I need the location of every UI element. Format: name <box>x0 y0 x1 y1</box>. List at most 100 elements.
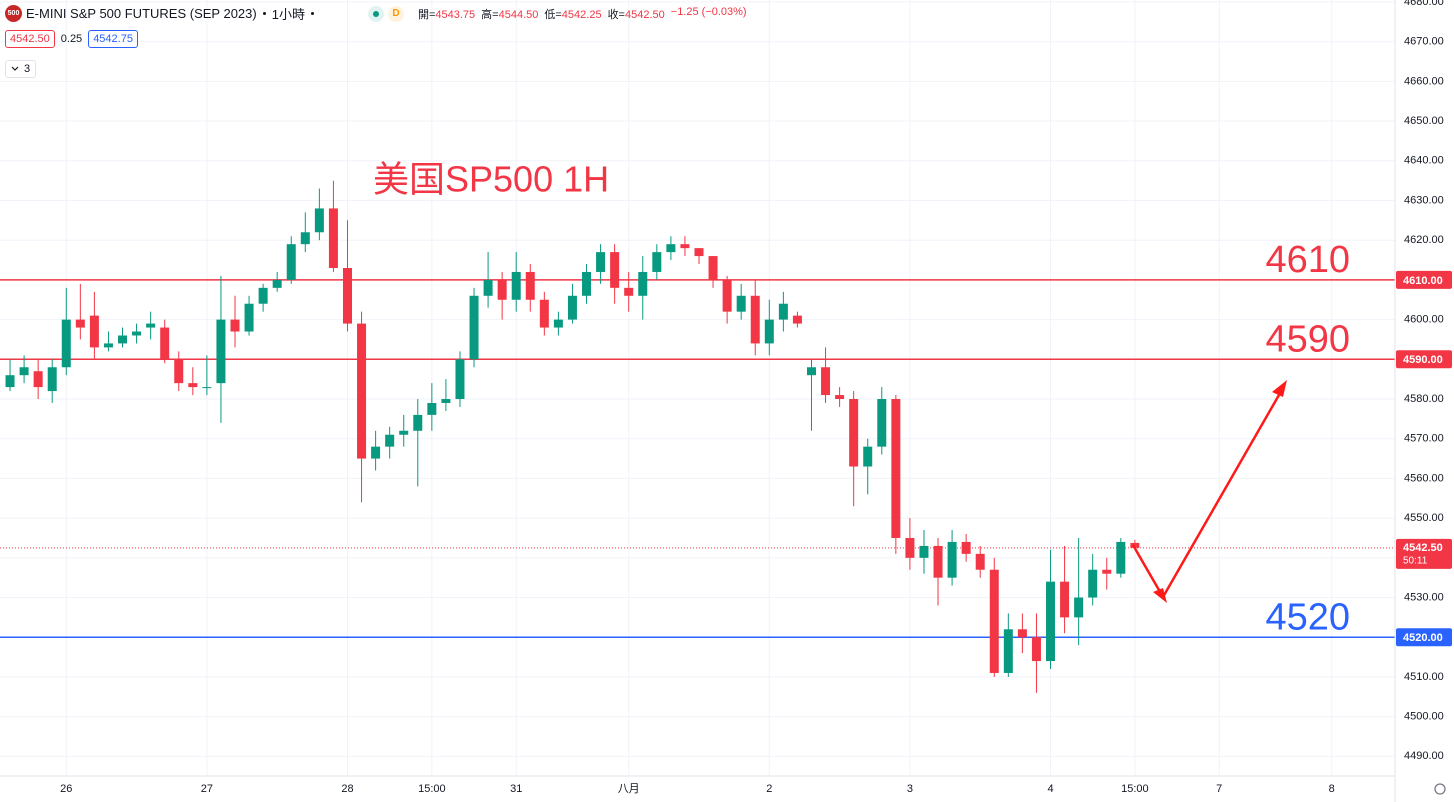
ohlc-change: −1.25 (−0.03%) <box>670 5 747 18</box>
candle-body <box>103 343 113 348</box>
ohlc-item: 高=4544.50 <box>481 6 538 22</box>
axis-badge <box>1396 628 1452 647</box>
candle-body <box>905 537 915 558</box>
axis-badge <box>1396 270 1452 289</box>
candle-body <box>596 252 606 272</box>
candle-body <box>708 256 718 280</box>
candle-body <box>975 553 985 570</box>
symbol-title: E-MINI S&P 500 FUTURES (SEP 2023) <box>26 6 257 21</box>
axis-badge <box>1396 350 1452 369</box>
y-tick-label: 4550.00 <box>1404 512 1444 524</box>
settings-icon[interactable] <box>1434 783 1446 795</box>
y-tick-label: 4560.00 <box>1404 472 1444 484</box>
spread: 0.25 <box>60 33 83 45</box>
candle-body <box>216 319 226 384</box>
y-tick-label: 4580.00 <box>1404 393 1444 405</box>
candle-body <box>553 319 563 328</box>
candle-body <box>1074 597 1084 618</box>
market-status[interactable] <box>367 5 384 22</box>
candle-body <box>75 319 85 328</box>
y-tick-label: 4510.00 <box>1404 671 1444 683</box>
candle-body <box>441 399 451 403</box>
candle-body <box>638 271 648 296</box>
y-tick-label: 4670.00 <box>1404 36 1444 48</box>
candle-body <box>1116 541 1126 574</box>
candle-body <box>778 303 788 320</box>
candle-body <box>357 323 367 459</box>
ohlc-item: 開=4543.75 <box>418 6 475 22</box>
candle-body <box>652 252 662 272</box>
candle-body <box>1046 581 1056 662</box>
candle-body <box>680 244 690 249</box>
y-tick-label: 4490.00 <box>1404 750 1444 762</box>
candle-body <box>694 248 704 257</box>
candle-body <box>286 244 296 280</box>
candle-body <box>877 399 887 447</box>
candle-body <box>89 315 99 348</box>
candle-body <box>582 271 592 296</box>
candle-body <box>525 271 535 300</box>
level-label: 4590 <box>1265 318 1350 360</box>
candle-body <box>891 399 901 538</box>
candle-body <box>118 335 128 344</box>
candle-body <box>821 367 831 396</box>
candle-body <box>736 295 746 312</box>
candle-body <box>919 545 929 558</box>
x-tick-label: 2 <box>766 783 772 795</box>
candle-body <box>1088 569 1098 598</box>
ohlc-label: 收= <box>607 8 625 21</box>
candle-body <box>1060 581 1070 618</box>
quote-row: 4542.50 0.25 4542.75 <box>5 30 138 48</box>
candle-body <box>610 252 620 288</box>
x-tick-label: 15:00 <box>418 783 446 795</box>
candle-body <box>174 359 184 384</box>
candle-body <box>567 295 577 320</box>
arrow <box>1131 380 1287 603</box>
y-tick-label: 4680.00 <box>1404 0 1444 8</box>
candle-body <box>1130 542 1140 548</box>
level-label: 4520 <box>1265 596 1350 638</box>
separator <box>310 12 314 15</box>
candle-body <box>61 319 71 368</box>
candle-body <box>863 446 873 467</box>
x-tick-label: 27 <box>201 783 213 795</box>
x-tick-label: 3 <box>907 783 913 795</box>
candle-body <box>188 383 198 388</box>
ohlc-legend: 開=4543.75 高=4544.50 低=4542.25 收=4542.50 −1.2… <box>418 6 747 22</box>
countdown: 50:11 <box>1403 556 1428 567</box>
candle-body <box>750 295 760 344</box>
candle-body <box>1102 569 1112 574</box>
candle-body <box>272 279 282 288</box>
x-tick-label: 4 <box>1047 783 1053 795</box>
bid[interactable]: 4542.50 <box>5 30 55 48</box>
candle-body <box>342 267 352 324</box>
y-tick-label: 4530.00 <box>1404 591 1444 603</box>
candle-body <box>1003 629 1013 673</box>
candle-body <box>300 232 310 245</box>
ohlc-label: 高= <box>481 8 499 21</box>
y-tick-label: 4650.00 <box>1404 115 1444 127</box>
candle-body <box>722 279 732 312</box>
axis-badge-label: 4590.00 <box>1403 354 1443 366</box>
last-price-label: 4542.50 <box>1403 542 1443 554</box>
candle-body <box>849 399 859 467</box>
indicators-toggle[interactable]: 3 <box>5 60 37 78</box>
candle-body <box>5 375 15 388</box>
candle-body <box>835 395 845 400</box>
x-tick-label: 15:00 <box>1121 783 1149 795</box>
last-price-badge <box>1396 538 1452 569</box>
ohlc-item: 收=4542.50 <box>608 6 665 22</box>
ohlc-value: 4542.25 <box>561 8 602 21</box>
ask[interactable]: 4542.75 <box>88 30 138 48</box>
source-flag: D <box>387 5 404 22</box>
annotation: 美国SP500 1H <box>373 159 609 200</box>
candle-body <box>132 331 142 336</box>
chevron <box>11 66 19 71</box>
y-tick-label: 4620.00 <box>1404 234 1444 246</box>
candle-body <box>961 541 971 554</box>
candle-body <box>947 541 957 578</box>
candle-body <box>989 569 999 673</box>
candle-body <box>1017 629 1027 638</box>
